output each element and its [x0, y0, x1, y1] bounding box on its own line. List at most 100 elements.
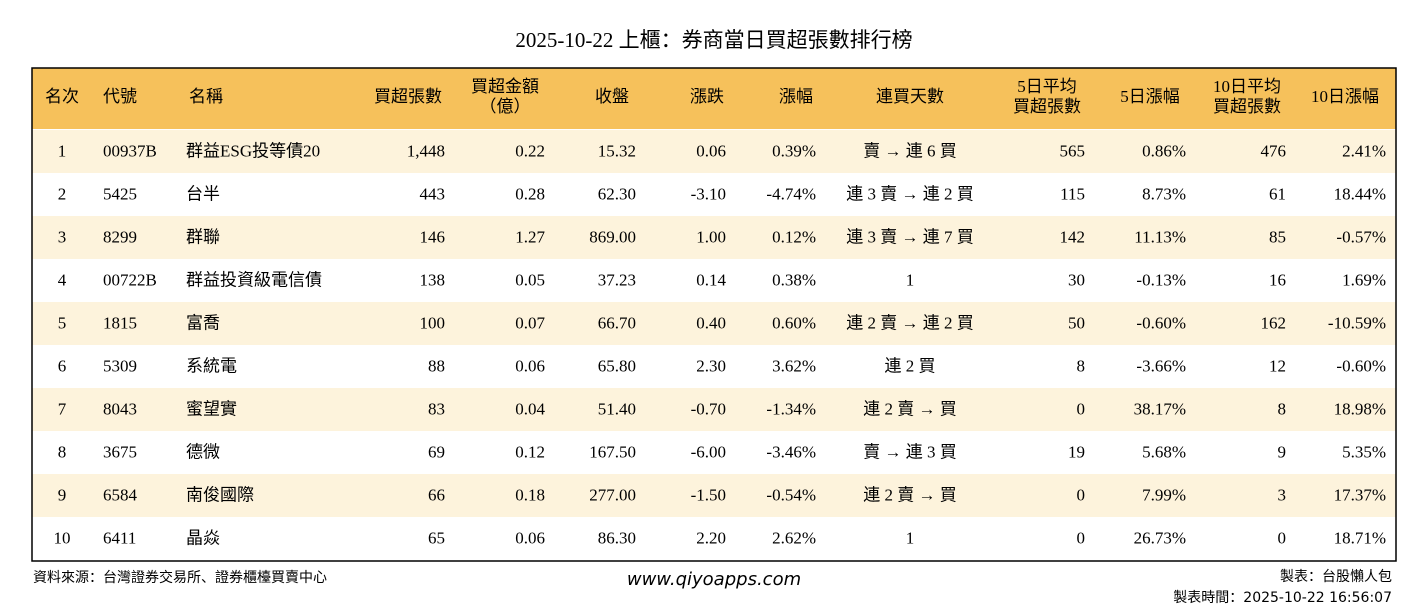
cell: 連 3 賣 → 連 2 買 [846, 184, 974, 203]
cell: 1.69% [1342, 270, 1386, 289]
cell: 6 [58, 356, 67, 375]
cell: 1,448 [407, 141, 445, 160]
cell: 0.12% [772, 227, 816, 246]
cell: 賣 → 連 3 買 [863, 442, 957, 461]
header-cell: 漲跌 [690, 87, 724, 106]
cell: 61 [1269, 184, 1286, 203]
cell: 0.12 [515, 442, 545, 461]
cell: 8043 [103, 399, 137, 418]
cell: 0 [1077, 528, 1086, 547]
cell: 51.40 [598, 399, 636, 418]
cell: 62.30 [598, 184, 636, 203]
cell: 群益投資級電信債 [186, 270, 322, 289]
cell: 6584 [103, 485, 138, 504]
cell: 富喬 [186, 313, 220, 332]
cell: 6411 [103, 528, 136, 547]
cell: 0.06 [696, 141, 726, 160]
source: 資料來源：台灣證券交易所、證券櫃檯買賣中心 [33, 569, 327, 586]
cell: 85 [1269, 227, 1286, 246]
cell: 3 [1278, 485, 1287, 504]
cell: 連 2 買 [885, 356, 936, 375]
cell: 0.22 [515, 141, 545, 160]
cell: 65.80 [598, 356, 636, 375]
cell: 115 [1060, 184, 1085, 203]
cell: 65 [428, 528, 445, 547]
cell: 8 [58, 442, 67, 461]
cell: 連 2 賣 → 買 [863, 485, 957, 504]
cell: 連 3 賣 → 連 7 買 [846, 227, 974, 246]
row-bg [32, 302, 1396, 345]
header-cell: 5日平均 [1017, 77, 1077, 96]
cell: 晶焱 [186, 528, 220, 547]
maker: 製表：台股懶人包 [1280, 569, 1392, 585]
cell: 0.40 [696, 313, 726, 332]
cell: 1815 [103, 313, 137, 332]
cell: 5.35% [1342, 442, 1386, 461]
cell: 2.20 [696, 528, 726, 547]
cell: 0.05 [515, 270, 545, 289]
cell: -4.74% [766, 184, 816, 203]
header-cell: 名稱 [189, 87, 223, 106]
cell: 167.50 [589, 442, 636, 461]
cell: 26.73% [1134, 528, 1186, 547]
cell: 5425 [103, 184, 137, 203]
cell: 群益ESG投等債20 [186, 141, 320, 160]
cell: 系統電 [186, 356, 237, 375]
cell: -6.00 [691, 442, 726, 461]
cell: 86.30 [598, 528, 636, 547]
cell: 3 [58, 227, 67, 246]
cell: 565 [1060, 141, 1086, 160]
cell: 5 [58, 313, 67, 332]
cell: 0.14 [696, 270, 726, 289]
cell: -0.54% [766, 485, 816, 504]
cell: 277.00 [589, 485, 636, 504]
cell: 南俊國際 [186, 485, 254, 504]
cell: 2.30 [696, 356, 726, 375]
cell: 5.68% [1142, 442, 1186, 461]
header-cell: （億） [480, 97, 531, 116]
cell: 0.06 [515, 356, 545, 375]
cell: 66.70 [598, 313, 636, 332]
cell: 18.44% [1334, 184, 1386, 203]
cell: -10.59% [1328, 313, 1386, 332]
time: 製表時間：2025-10-22 16:56:07 [1173, 590, 1392, 606]
table-border [31, 67, 1397, 562]
cell: 7.99% [1142, 485, 1186, 504]
row-bg [32, 130, 1396, 173]
cell: 38.17% [1134, 399, 1186, 418]
cell: 19 [1068, 442, 1085, 461]
website: www.qiyoapps.com [627, 569, 801, 590]
cell: 蜜望實 [186, 399, 237, 418]
cell: 17.37% [1334, 485, 1386, 504]
cell: 連 2 賣 → 買 [863, 399, 957, 418]
cell: 0.04 [515, 399, 545, 418]
cell: 66 [428, 485, 445, 504]
cell: 0 [1077, 399, 1086, 418]
cell: -3.46% [766, 442, 816, 461]
cell: 10 [54, 528, 71, 547]
cell: 3.62% [772, 356, 816, 375]
cell: -3.10 [691, 184, 726, 203]
header-cell: 買超金額 [471, 77, 539, 96]
cell: 1.27 [515, 227, 545, 246]
cell: -0.57% [1336, 227, 1386, 246]
cell: 146 [420, 227, 446, 246]
cell: 12 [1269, 356, 1286, 375]
cell: 連 2 賣 → 連 2 買 [846, 313, 974, 332]
cell: 162 [1261, 313, 1287, 332]
cell: 0.07 [515, 313, 545, 332]
row-bg [32, 216, 1396, 259]
cell: 0.18 [515, 485, 545, 504]
cell: 2.41% [1342, 141, 1386, 160]
cell: -1.34% [766, 399, 816, 418]
cell: 0.86% [1142, 141, 1186, 160]
header-cell: 連買天數 [876, 87, 944, 106]
cell: 0 [1077, 485, 1086, 504]
cell: 1.00 [696, 227, 726, 246]
cell: 0.06 [515, 528, 545, 547]
cell: 476 [1261, 141, 1287, 160]
header-bg [32, 68, 1396, 129]
cell: 142 [1060, 227, 1086, 246]
cell: 德微 [186, 442, 220, 461]
